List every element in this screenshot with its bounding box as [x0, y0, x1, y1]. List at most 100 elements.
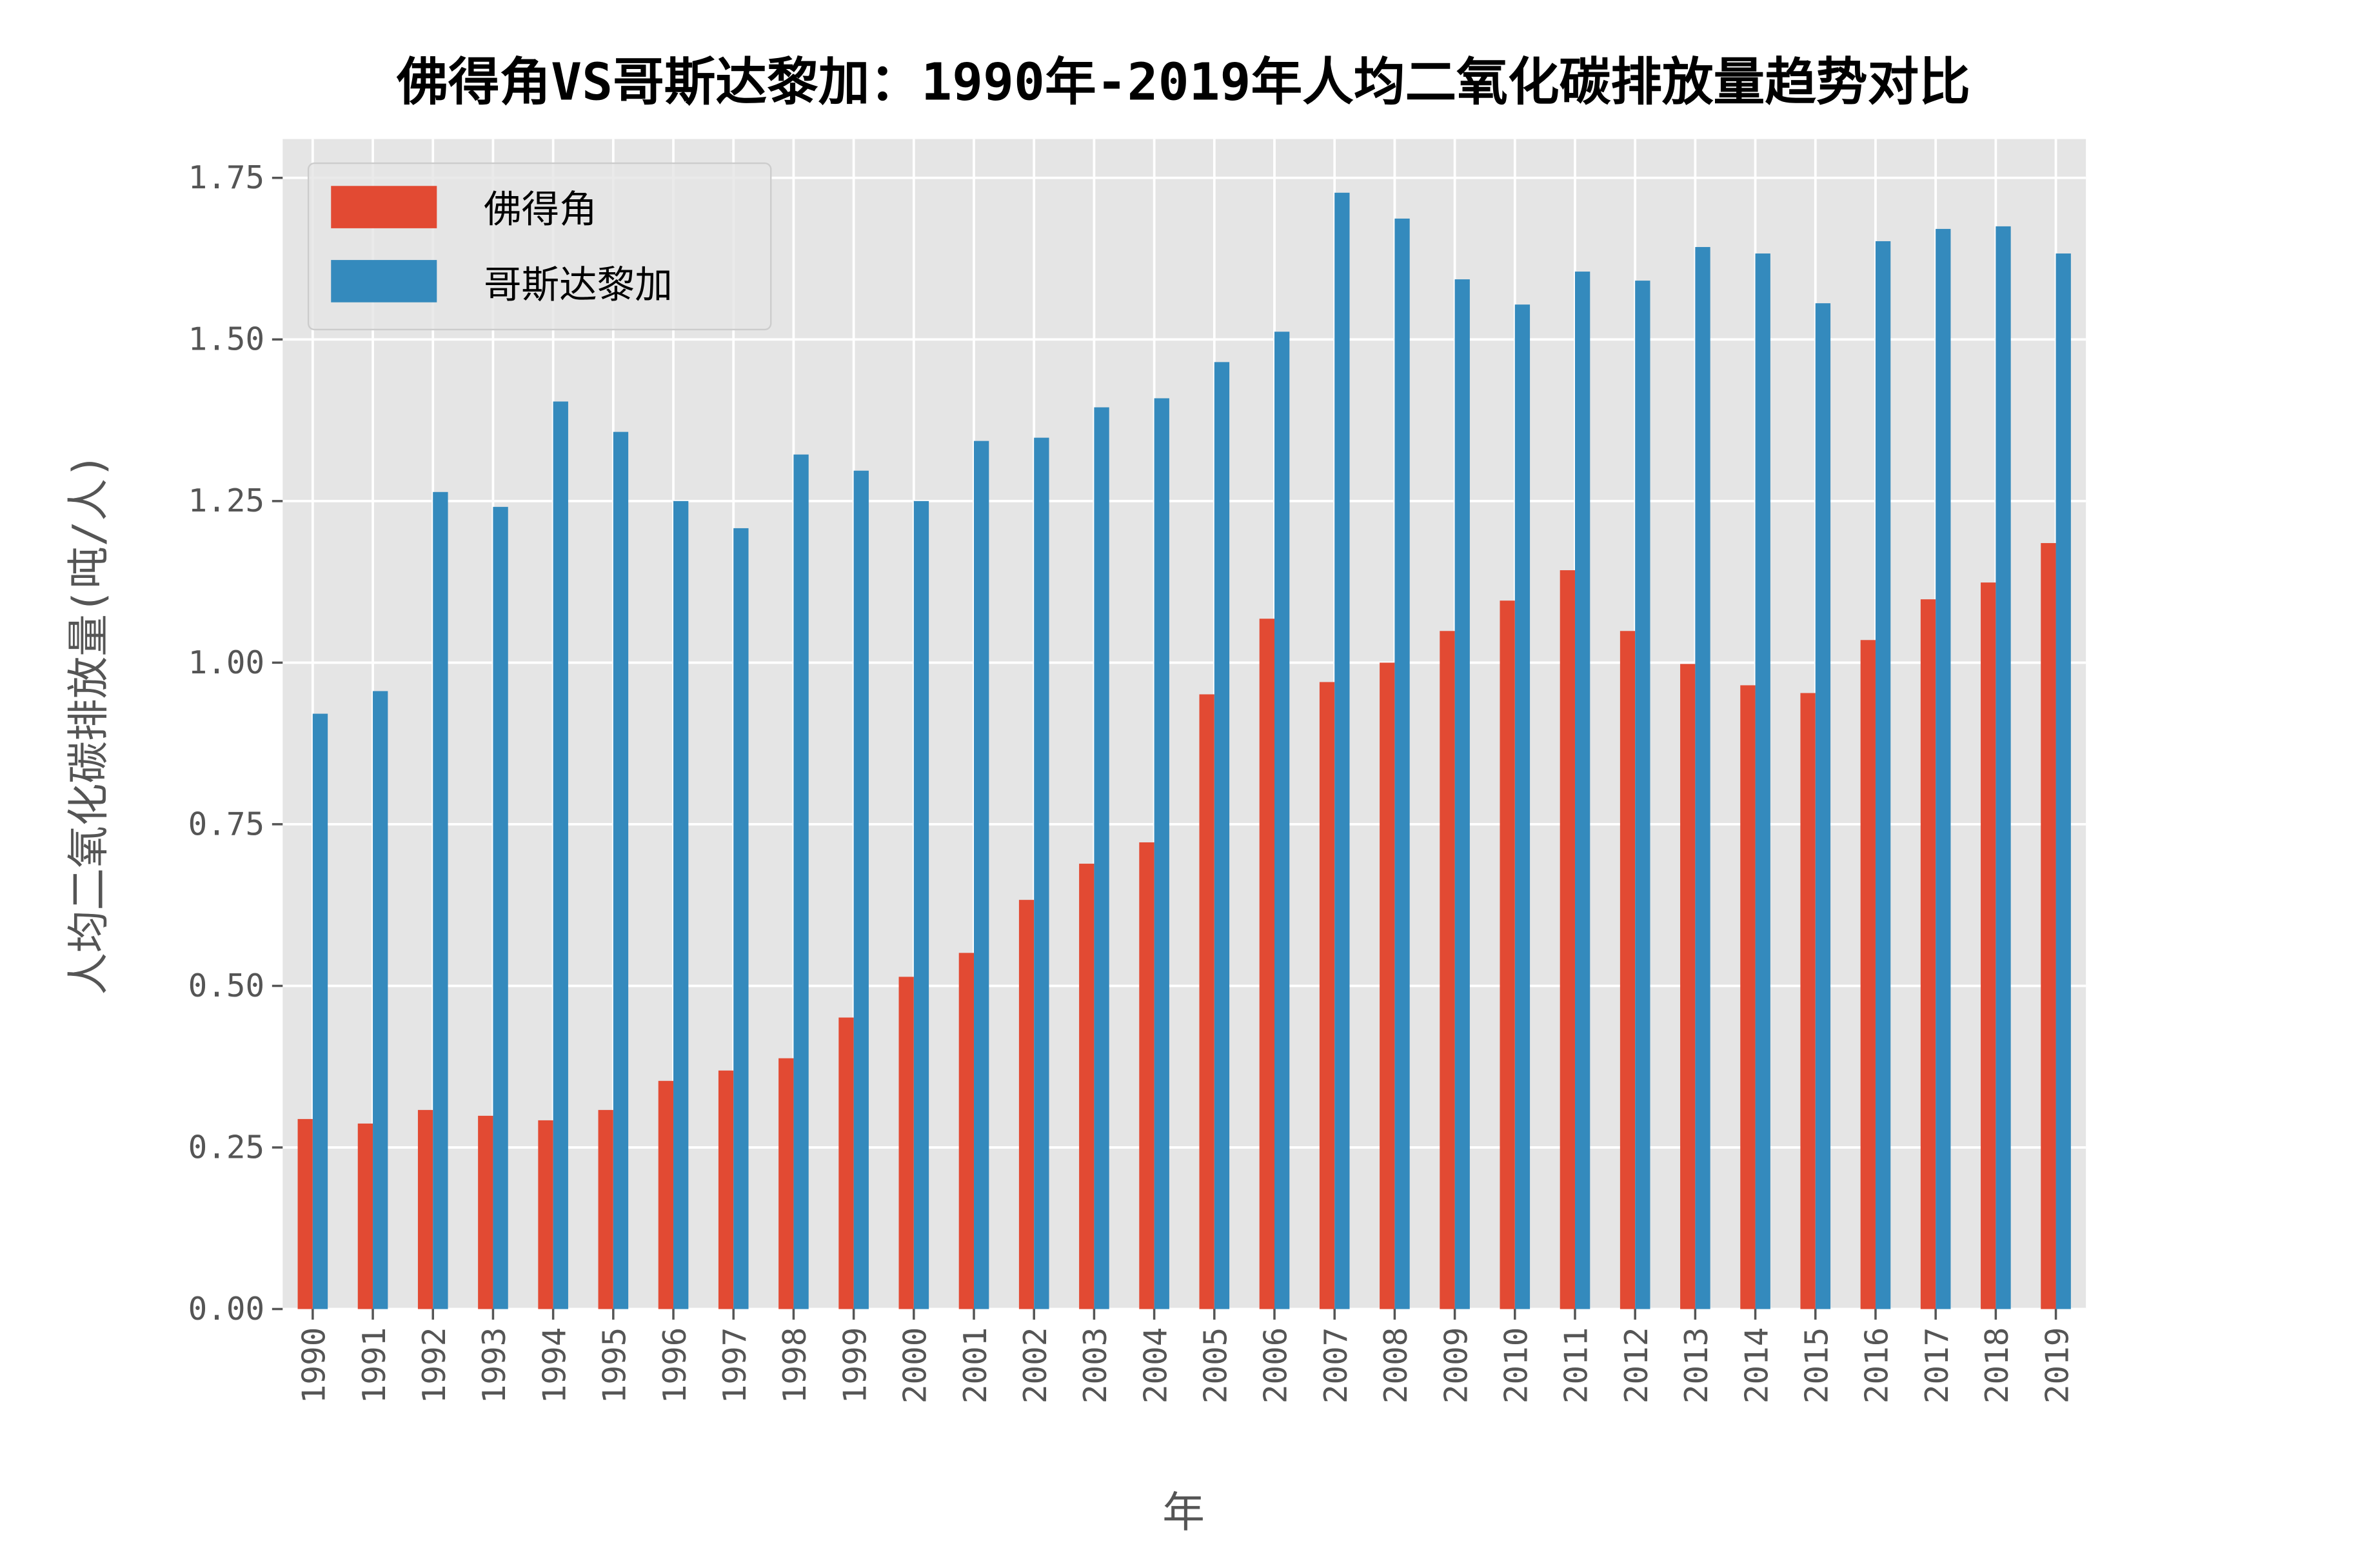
bar-cape-verde-2012 [1620, 631, 1636, 1309]
bar-costa-rica-1996 [673, 501, 689, 1309]
bar-costa-rica-2000 [913, 501, 929, 1309]
x-tick-label: 1991 [355, 1327, 393, 1404]
bar-cape-verde-2017 [1920, 599, 1936, 1309]
x-tick-label: 2008 [1377, 1327, 1414, 1404]
y-tick-label: 1.00 [188, 644, 264, 681]
bar-costa-rica-2009 [1454, 279, 1470, 1309]
y-tick-label: 1.25 [188, 482, 264, 519]
x-tick-label: 1990 [295, 1327, 333, 1404]
bar-cape-verde-2015 [1800, 693, 1816, 1309]
bar-cape-verde-2014 [1740, 685, 1756, 1309]
bar-cape-verde-2002 [1018, 900, 1035, 1309]
bar-costa-rica-2003 [1094, 407, 1109, 1309]
y-tick-label: 0.00 [188, 1290, 264, 1327]
bar-costa-rica-2017 [1936, 228, 1951, 1309]
x-tick-label: 2015 [1798, 1327, 1836, 1404]
y-axis: 0.00 0.25 0.50 0.75 1.00 1.25 1.50 1.75 [188, 159, 283, 1327]
bar-cape-verde-2001 [958, 953, 975, 1309]
bar-costa-rica-2016 [1875, 241, 1891, 1309]
x-tick-label: 2013 [1678, 1327, 1715, 1404]
y-tick-label: 0.75 [188, 805, 264, 842]
bar-costa-rica-2001 [974, 441, 989, 1309]
bar-costa-rica-2007 [1334, 192, 1350, 1309]
bar-costa-rica-2015 [1815, 303, 1831, 1309]
bar-costa-rica-2013 [1695, 246, 1710, 1309]
bar-costa-rica-2002 [1034, 437, 1049, 1309]
bar-cape-verde-2007 [1319, 682, 1335, 1309]
bar-costa-rica-2010 [1514, 304, 1531, 1309]
bar-cape-verde-1995 [598, 1109, 613, 1309]
x-tick-label: 2010 [1498, 1327, 1535, 1404]
bar-costa-rica-2012 [1635, 281, 1650, 1309]
x-tick-label: 2006 [1257, 1327, 1294, 1404]
x-tick-label: 2014 [1738, 1327, 1775, 1404]
y-tick-label: 0.25 [188, 1128, 264, 1166]
bar-costa-rica-1998 [793, 454, 809, 1309]
x-tick-label: 2000 [897, 1327, 934, 1404]
bar-cape-verde-1998 [778, 1058, 794, 1309]
x-tick-label: 1996 [656, 1327, 693, 1404]
x-tick-label: 2002 [1016, 1327, 1054, 1404]
bar-cape-verde-2008 [1380, 662, 1395, 1309]
bar-costa-rica-1995 [613, 432, 629, 1309]
x-axis: 1990 1991 1992 1993 1994 1995 1996 1997 1998 1999… [295, 1309, 2076, 1404]
x-tick-label: 1999 [836, 1327, 873, 1404]
bar-cape-verde-2019 [2041, 542, 2056, 1309]
x-tick-label: 2019 [2038, 1327, 2076, 1404]
bar-cape-verde-2018 [1981, 582, 1996, 1309]
x-tick-label: 2001 [956, 1327, 994, 1404]
x-tick-label: 2018 [1978, 1327, 2016, 1404]
y-tick-label: 1.75 [188, 159, 264, 196]
x-tick-label: 2012 [1618, 1327, 1655, 1404]
bar-cape-verde-2004 [1139, 842, 1154, 1309]
bar-cape-verde-1992 [417, 1109, 433, 1309]
x-tick-label: 2005 [1197, 1327, 1234, 1404]
bar-costa-rica-2014 [1755, 253, 1770, 1309]
bar-cape-verde-2006 [1259, 619, 1274, 1309]
bar-cape-verde-1996 [658, 1080, 674, 1309]
x-tick-label: 2016 [1858, 1327, 1896, 1404]
legend: 佛得角 哥斯达黎加 [307, 162, 772, 331]
bar-costa-rica-2004 [1154, 398, 1169, 1309]
x-axis-label: 年 [1162, 1488, 1205, 1537]
x-tick-label: 1994 [535, 1327, 573, 1404]
x-tick-label: 2007 [1317, 1327, 1354, 1404]
bar-costa-rica-2018 [1996, 226, 2011, 1309]
bar-cape-verde-1994 [538, 1120, 553, 1309]
legend-swatch-cape-verde [331, 186, 437, 228]
bar-cape-verde-2003 [1079, 864, 1095, 1309]
bar-costa-rica-1994 [553, 401, 568, 1309]
bar-cape-verde-2016 [1860, 640, 1876, 1309]
x-tick-label: 2003 [1076, 1327, 1114, 1404]
chart-title: 佛得角VS哥斯达黎加：1990年-2019年人均二氧化碳排放量趋势对比 [396, 52, 1970, 112]
plot-background [282, 139, 2086, 1309]
bar-costa-rica-1990 [312, 713, 328, 1309]
y-axis-label: 人均二氧化碳排放量(吨/人) [64, 453, 113, 995]
bar-cape-verde-1997 [718, 1070, 734, 1309]
bar-cape-verde-2009 [1440, 631, 1455, 1309]
bar-costa-rica-1997 [733, 528, 749, 1309]
x-tick-label: 2011 [1558, 1327, 1595, 1404]
bar-cape-verde-2013 [1680, 664, 1696, 1309]
bar-cape-verde-1990 [297, 1118, 313, 1309]
y-tick-label: 1.50 [188, 321, 264, 358]
legend-label-cape-verde: 佛得角 [484, 188, 597, 232]
bar-costa-rica-2005 [1214, 362, 1230, 1309]
x-tick-label: 1992 [415, 1327, 453, 1404]
x-tick-label: 1993 [475, 1327, 513, 1404]
bar-cape-verde-1993 [478, 1115, 493, 1309]
bars [297, 192, 2071, 1309]
bar-costa-rica-1993 [493, 506, 508, 1309]
x-tick-label: 2009 [1437, 1327, 1474, 1404]
x-tick-label: 1997 [716, 1327, 753, 1404]
y-tick-label: 0.50 [188, 967, 264, 1004]
bar-costa-rica-2011 [1574, 272, 1590, 1309]
x-tick-label: 1995 [596, 1327, 633, 1404]
legend-swatch-costa-rica [331, 260, 437, 303]
x-tick-label: 1998 [776, 1327, 813, 1404]
bar-costa-rica-2019 [2056, 253, 2071, 1309]
bar-cape-verde-2005 [1199, 694, 1214, 1309]
bar-costa-rica-1999 [853, 470, 869, 1309]
bar-costa-rica-1992 [433, 491, 448, 1309]
bar-costa-rica-2006 [1274, 332, 1290, 1309]
